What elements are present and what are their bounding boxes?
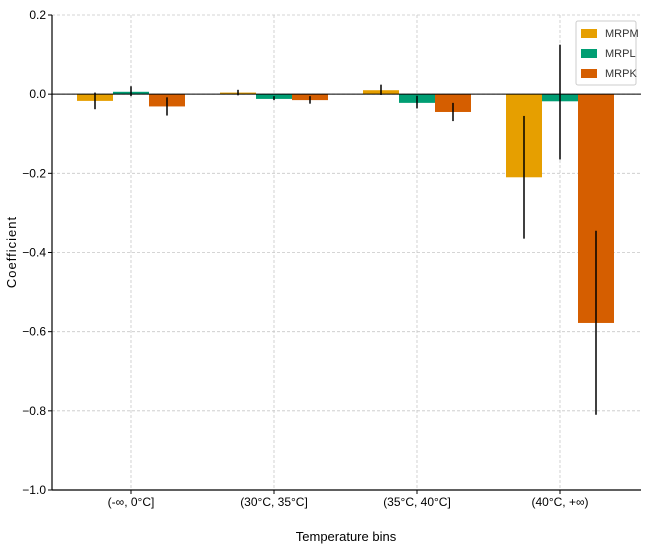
x-tick-label-3: (40°C, +∞) (531, 495, 588, 509)
y-tick-label-5: −0.8 (22, 404, 46, 418)
y-tick-label-3: −0.4 (22, 246, 46, 260)
y-tick-labels: 0.2 0.0 −0.2 −0.4 −0.6 −0.8 −1.0 (22, 8, 52, 497)
legend-swatch-mrpm (581, 29, 597, 38)
x-axis-title: Temperature bins (296, 529, 397, 544)
legend-label-mrpm: MRPM (605, 28, 639, 40)
x-tick-label-1: (30°C, 35°C] (240, 495, 308, 509)
x-tick-labels: (-∞, 0°C] (30°C, 35°C] (35°C, 40°C] (40°C, … (108, 490, 589, 509)
x-tick-label-0: (-∞, 0°C] (108, 495, 155, 509)
y-tick-label-4: −0.6 (22, 325, 46, 339)
legend-swatch-mrpk (581, 69, 597, 78)
legend-label-mrpk: MRPK (605, 68, 637, 80)
y-tick-label-6: −1.0 (22, 483, 46, 497)
y-tick-label-2: −0.2 (22, 166, 46, 180)
legend-label-mrpl: MRPL (605, 48, 636, 60)
bars (77, 90, 614, 323)
y-tick-label-1: 0.0 (29, 87, 46, 101)
y-axis-title: Coefficient (4, 216, 19, 288)
legend-swatch-mrpl (581, 49, 597, 58)
x-tick-label-2: (35°C, 40°C] (383, 495, 451, 509)
error-bars (94, 44, 597, 415)
legend: MRPM MRPL MRPK (575, 20, 639, 86)
grid (52, 14, 641, 491)
y-tick-label-0: 0.2 (29, 8, 46, 22)
